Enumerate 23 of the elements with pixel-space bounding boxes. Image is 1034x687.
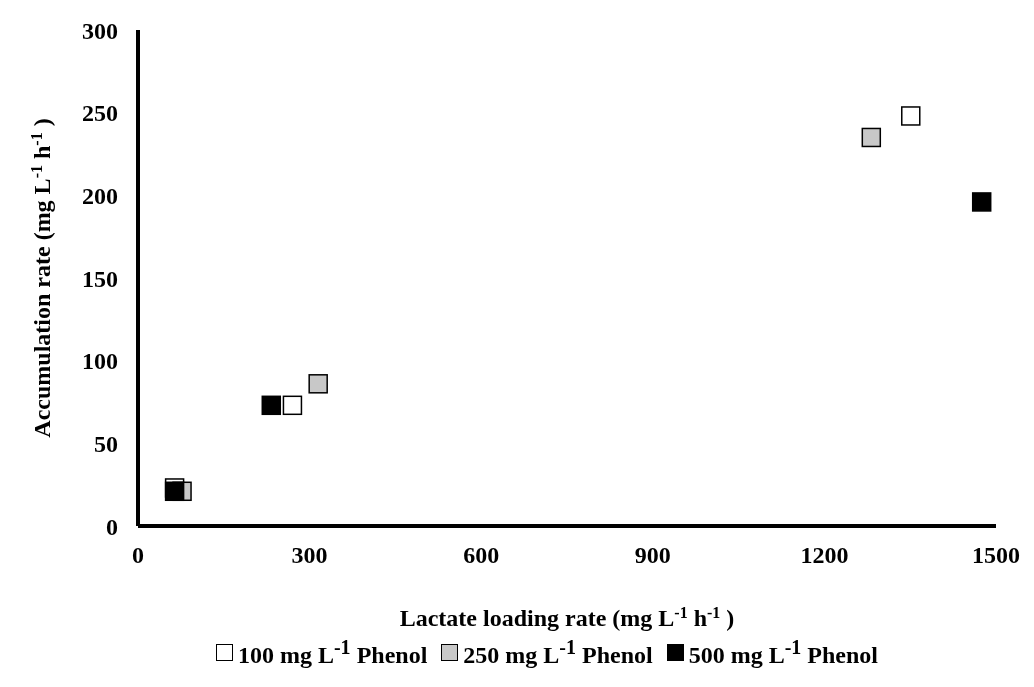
- y-tick-label: 250: [82, 100, 118, 127]
- y-tick-label: 150: [82, 265, 118, 292]
- y-tick-label: 100: [82, 348, 118, 375]
- y-tick-label: 0: [106, 513, 118, 540]
- legend-label: 250 mg L$^{-1}$ Phenol: [463, 636, 653, 669]
- legend-label: 500 mg L$^{-1}$ Phenol: [688, 636, 879, 669]
- point: [861, 127, 882, 148]
- x-tick-label: 600: [463, 542, 500, 569]
- x-tick-label: 900: [634, 542, 671, 569]
- x-tick-label: 0: [132, 542, 144, 569]
- y-tick-label: 200: [82, 182, 118, 209]
- point: [971, 192, 992, 212]
- point: [282, 395, 303, 416]
- y-tick-label: 50: [94, 430, 118, 457]
- x-tick-label: 1500: [972, 542, 1020, 569]
- x-axis-title: Lactate loading rate (mg L$^{-1}$ h$^{-1}$): [399, 603, 735, 631]
- point: [901, 106, 921, 126]
- point: [308, 374, 328, 394]
- legend-label: 100 mg L$^{-1}$ Phenol: [237, 636, 428, 669]
- y-tick-label: 300: [82, 17, 118, 44]
- x-tick-label: 1200: [800, 542, 849, 569]
- point: [261, 395, 282, 416]
- x-tick-label: 300: [291, 542, 328, 569]
